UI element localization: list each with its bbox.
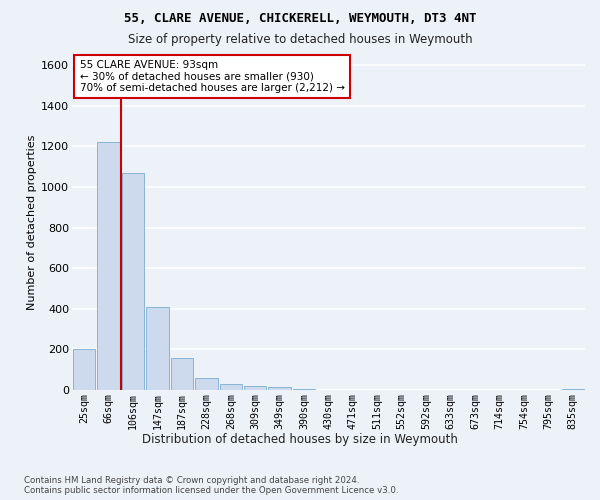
Bar [293,389,316,390]
Text: Contains HM Land Registry data © Crown copyright and database right 2024.
Contai: Contains HM Land Registry data © Crown c… [24,476,398,495]
Text: 55 CLARE AVENUE: 93sqm
← 30% of detached houses are smaller (930)
70% of semi-de: 55 CLARE AVENUE: 93sqm ← 30% of detached… [80,60,344,93]
Bar [170,358,193,390]
Bar [220,384,242,390]
Bar [73,350,95,390]
Y-axis label: Number of detached properties: Number of detached properties [27,135,37,310]
Bar [268,387,291,390]
Bar [97,142,120,390]
Bar [146,307,169,390]
Bar [195,378,218,390]
Bar [122,173,145,390]
Text: Size of property relative to detached houses in Weymouth: Size of property relative to detached ho… [128,32,472,46]
Text: 55, CLARE AVENUE, CHICKERELL, WEYMOUTH, DT3 4NT: 55, CLARE AVENUE, CHICKERELL, WEYMOUTH, … [124,12,476,26]
Bar [562,389,584,390]
Bar [244,386,266,390]
Text: Distribution of detached houses by size in Weymouth: Distribution of detached houses by size … [142,432,458,446]
